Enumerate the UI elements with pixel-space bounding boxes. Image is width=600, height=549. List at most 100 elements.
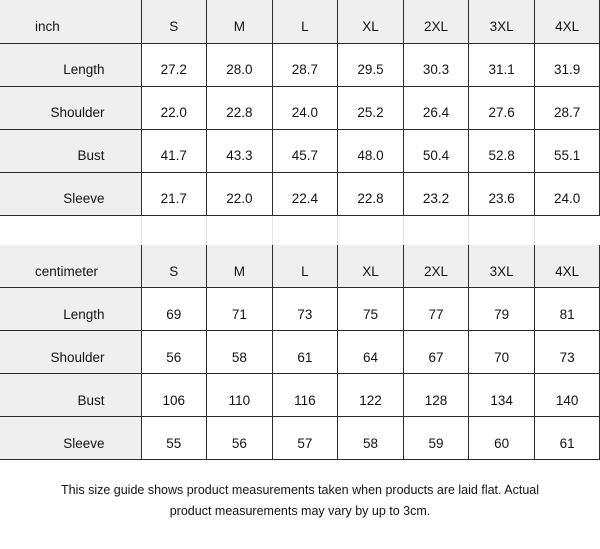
cell-inch-sleeve-3xl: 23.6 (468, 172, 535, 216)
gap-guide-line (468, 215, 469, 245)
cell-cm-shoulder-3xl: 70 (468, 330, 535, 374)
cell-cm-shoulder-4xl: 73 (533, 330, 600, 374)
cell-inch-length-m: 28.0 (206, 43, 273, 87)
table-row: Sleeve 55 56 57 58 59 60 61 62 (0, 416, 600, 460)
cell-cm-bust-l: 116 (271, 373, 338, 417)
cell-inch-bust-2xl: 50.4 (402, 129, 469, 173)
cell-cm-bust-m: 110 (206, 373, 273, 417)
cell-inch-sleeve-xl: 22.8 (337, 172, 404, 216)
size-header-cm-l: L (271, 244, 338, 288)
gap-guide-line (337, 215, 338, 245)
size-header-2xl: 2XL (402, 0, 469, 44)
gap-guide-line (534, 215, 535, 245)
size-header-l: L (271, 0, 338, 44)
cell-cm-bust-xl: 122 (337, 373, 404, 417)
cell-cm-shoulder-2xl: 67 (402, 330, 469, 374)
disclaimer-line-1: This size guide shows product measuremen… (60, 483, 540, 497)
cell-inch-sleeve-l: 22.4 (271, 172, 338, 216)
size-header-cm-4xl: 4XL (533, 244, 600, 288)
cell-cm-shoulder-l: 61 (271, 330, 338, 374)
row-label-cm-bust: Bust (0, 373, 141, 417)
size-table-inch: inch S M L XL 2XL 3XL 4XL 5XL Length 27.… (0, 0, 600, 216)
size-header-s: S (140, 0, 207, 44)
table-row: Length 27.2 28.0 28.7 29.5 30.3 31.1 31.… (0, 43, 600, 87)
cell-inch-bust-4xl: 55.1 (533, 129, 600, 173)
disclaimer-line-2: product measurements may vary by up to 3… (169, 503, 431, 518)
gap-guide-line (141, 215, 142, 245)
table-header-row-inch: inch S M L XL 2XL 3XL 4XL 5XL (0, 0, 600, 44)
cell-cm-bust-s: 106 (140, 373, 207, 417)
cell-inch-shoulder-xl: 25.2 (337, 86, 404, 130)
cell-inch-length-3xl: 31.1 (468, 43, 535, 87)
cell-cm-length-3xl: 79 (468, 287, 535, 331)
cell-cm-sleeve-3xl: 60 (468, 416, 535, 460)
row-label-bust: Bust (0, 129, 141, 173)
row-label-cm-length: Length (0, 287, 141, 331)
cell-inch-bust-xl: 48.0 (337, 129, 404, 173)
size-header-4xl: 4XL (533, 0, 600, 44)
cell-cm-sleeve-l: 57 (271, 416, 338, 460)
cell-inch-shoulder-2xl: 26.4 (402, 86, 469, 130)
row-label-length: Length (0, 43, 141, 87)
cell-inch-length-2xl: 30.3 (402, 43, 469, 87)
cell-cm-bust-3xl: 134 (468, 373, 535, 417)
cell-cm-length-4xl: 81 (533, 287, 600, 331)
size-header-cm-s: S (140, 244, 207, 288)
row-label-shoulder: Shoulder (0, 86, 141, 130)
cell-inch-bust-l: 45.7 (271, 129, 338, 173)
size-header-m: M (206, 0, 273, 44)
unit-header-inch: inch (0, 0, 141, 44)
cell-inch-shoulder-s: 22.0 (140, 86, 207, 130)
row-label-sleeve: Sleeve (0, 172, 141, 216)
gap-guide-line (206, 215, 207, 245)
cell-cm-sleeve-4xl: 61 (533, 416, 600, 460)
cell-cm-bust-2xl: 128 (402, 373, 469, 417)
cell-inch-shoulder-l: 24.0 (271, 86, 338, 130)
size-header-xl: XL (337, 0, 404, 44)
cell-inch-bust-3xl: 52.8 (468, 129, 535, 173)
unit-header-centimeter: centimeter (0, 244, 141, 288)
size-guide-disclaimer: This size guide shows product measuremen… (0, 460, 600, 521)
table-row: Shoulder 22.0 22.8 24.0 25.2 26.4 27.6 2… (0, 86, 600, 130)
table-row: Bust 41.7 43.3 45.7 48.0 50.4 52.8 55.1 … (0, 129, 600, 173)
cell-inch-shoulder-3xl: 27.6 (468, 86, 535, 130)
cell-inch-shoulder-4xl: 28.7 (533, 86, 600, 130)
cell-inch-length-4xl: 31.9 (533, 43, 600, 87)
table-row: Shoulder 56 58 61 64 67 70 73 76 (0, 330, 600, 374)
cell-inch-sleeve-m: 22.0 (206, 172, 273, 216)
table-row: Sleeve 21.7 22.0 22.4 22.8 23.2 23.6 24.… (0, 172, 600, 216)
size-header-3xl: 3XL (468, 0, 535, 44)
cell-cm-length-s: 69 (140, 287, 207, 331)
cell-cm-shoulder-m: 58 (206, 330, 273, 374)
cell-inch-length-s: 27.2 (140, 43, 207, 87)
size-header-cm-m: M (206, 244, 273, 288)
table-row: Bust 106 110 116 122 128 134 140 146 (0, 373, 600, 417)
size-header-cm-3xl: 3XL (468, 244, 535, 288)
cell-cm-sleeve-2xl: 59 (402, 416, 469, 460)
cell-inch-sleeve-2xl: 23.2 (402, 172, 469, 216)
cell-cm-sleeve-s: 55 (140, 416, 207, 460)
cell-cm-shoulder-s: 56 (140, 330, 207, 374)
cell-cm-sleeve-m: 56 (206, 416, 273, 460)
cell-inch-length-xl: 29.5 (337, 43, 404, 87)
row-label-cm-shoulder: Shoulder (0, 330, 141, 374)
gap-guide-line (403, 215, 404, 245)
size-header-cm-xl: XL (337, 244, 404, 288)
cell-inch-length-l: 28.7 (271, 43, 338, 87)
cell-inch-sleeve-s: 21.7 (140, 172, 207, 216)
cell-cm-length-l: 73 (271, 287, 338, 331)
size-table-centimeter: centimeter S M L XL 2XL 3XL 4XL 5XL Leng… (0, 244, 600, 460)
cell-cm-sleeve-xl: 58 (337, 416, 404, 460)
cell-inch-bust-s: 41.7 (140, 129, 207, 173)
cell-cm-length-xl: 75 (337, 287, 404, 331)
cell-inch-sleeve-4xl: 24.0 (533, 172, 600, 216)
table-row: Length 69 71 73 75 77 79 81 83 (0, 287, 600, 331)
cell-cm-shoulder-xl: 64 (337, 330, 404, 374)
cell-inch-bust-m: 43.3 (206, 129, 273, 173)
row-label-cm-sleeve: Sleeve (0, 416, 141, 460)
size-header-cm-2xl: 2XL (402, 244, 469, 288)
cell-cm-length-m: 71 (206, 287, 273, 331)
table-header-row-centimeter: centimeter S M L XL 2XL 3XL 4XL 5XL (0, 244, 600, 288)
cell-inch-shoulder-m: 22.8 (206, 86, 273, 130)
